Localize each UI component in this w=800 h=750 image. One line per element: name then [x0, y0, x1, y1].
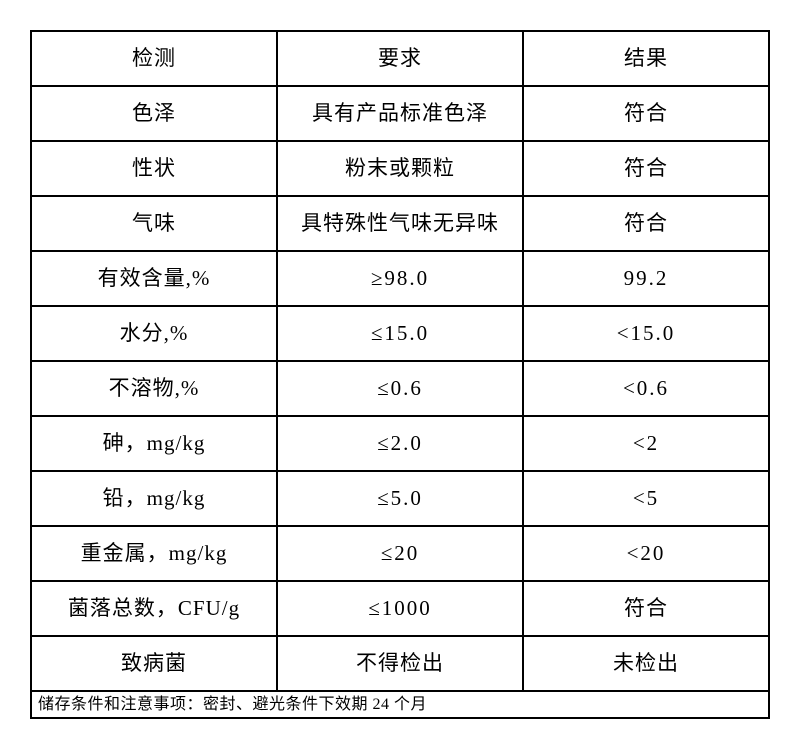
table-row: 砷，mg/kg ≤2.0 <2: [30, 415, 770, 472]
result-cell: <0.6: [522, 360, 770, 417]
table-row: 不溶物,% ≤0.6 <0.6: [30, 360, 770, 417]
requirement-cell: ≤2.0: [276, 415, 524, 472]
test-cell: 色泽: [30, 85, 278, 142]
table-row: 性状 粉末或颗粒 符合: [30, 140, 770, 197]
test-cell: 铅，mg/kg: [30, 470, 278, 527]
table-row: 色泽 具有产品标准色泽 符合: [30, 85, 770, 142]
table-row: 铅，mg/kg ≤5.0 <5: [30, 470, 770, 527]
result-cell: <15.0: [522, 305, 770, 362]
test-cell: 有效含量,%: [30, 250, 278, 307]
requirement-cell: ≤5.0: [276, 470, 524, 527]
quality-inspection-table: 检测 要求 结果 色泽 具有产品标准色泽 符合 性状 粉末或颗粒 符合 气味 具…: [30, 30, 770, 719]
requirement-cell: ≤15.0: [276, 305, 524, 362]
requirement-cell: ≥98.0: [276, 250, 524, 307]
column-header-result: 结果: [522, 30, 770, 87]
storage-conditions-note: 储存条件和注意事项：密封、避光条件下效期 24 个月: [30, 690, 770, 719]
test-cell: 性状: [30, 140, 278, 197]
requirement-cell: ≤1000: [276, 580, 524, 637]
requirement-cell: 不得检出: [276, 635, 524, 692]
result-cell: 符合: [522, 140, 770, 197]
requirement-cell: 具有产品标准色泽: [276, 85, 524, 142]
test-cell: 重金属，mg/kg: [30, 525, 278, 582]
table-header-row: 检测 要求 结果: [30, 30, 770, 87]
table-row: 有效含量,% ≥98.0 99.2: [30, 250, 770, 307]
table-row: 气味 具特殊性气味无异味 符合: [30, 195, 770, 252]
result-cell: <2: [522, 415, 770, 472]
result-cell: 未检出: [522, 635, 770, 692]
test-cell: 不溶物,%: [30, 360, 278, 417]
test-cell: 水分,%: [30, 305, 278, 362]
table-row: 水分,% ≤15.0 <15.0: [30, 305, 770, 362]
result-cell: 符合: [522, 85, 770, 142]
test-cell: 致病菌: [30, 635, 278, 692]
result-cell: <20: [522, 525, 770, 582]
result-cell: 符合: [522, 580, 770, 637]
requirement-cell: 具特殊性气味无异味: [276, 195, 524, 252]
table-row: 菌落总数，CFU/g ≤1000 符合: [30, 580, 770, 637]
result-cell: <5: [522, 470, 770, 527]
result-cell: 99.2: [522, 250, 770, 307]
test-cell: 菌落总数，CFU/g: [30, 580, 278, 637]
requirement-cell: ≤20: [276, 525, 524, 582]
result-cell: 符合: [522, 195, 770, 252]
table-footer-row: 储存条件和注意事项：密封、避光条件下效期 24 个月: [30, 690, 770, 719]
column-header-test: 检测: [30, 30, 278, 87]
column-header-requirement: 要求: [276, 30, 524, 87]
test-cell: 气味: [30, 195, 278, 252]
requirement-cell: 粉末或颗粒: [276, 140, 524, 197]
requirement-cell: ≤0.6: [276, 360, 524, 417]
table-row: 重金属，mg/kg ≤20 <20: [30, 525, 770, 582]
test-cell: 砷，mg/kg: [30, 415, 278, 472]
table-row: 致病菌 不得检出 未检出: [30, 635, 770, 692]
